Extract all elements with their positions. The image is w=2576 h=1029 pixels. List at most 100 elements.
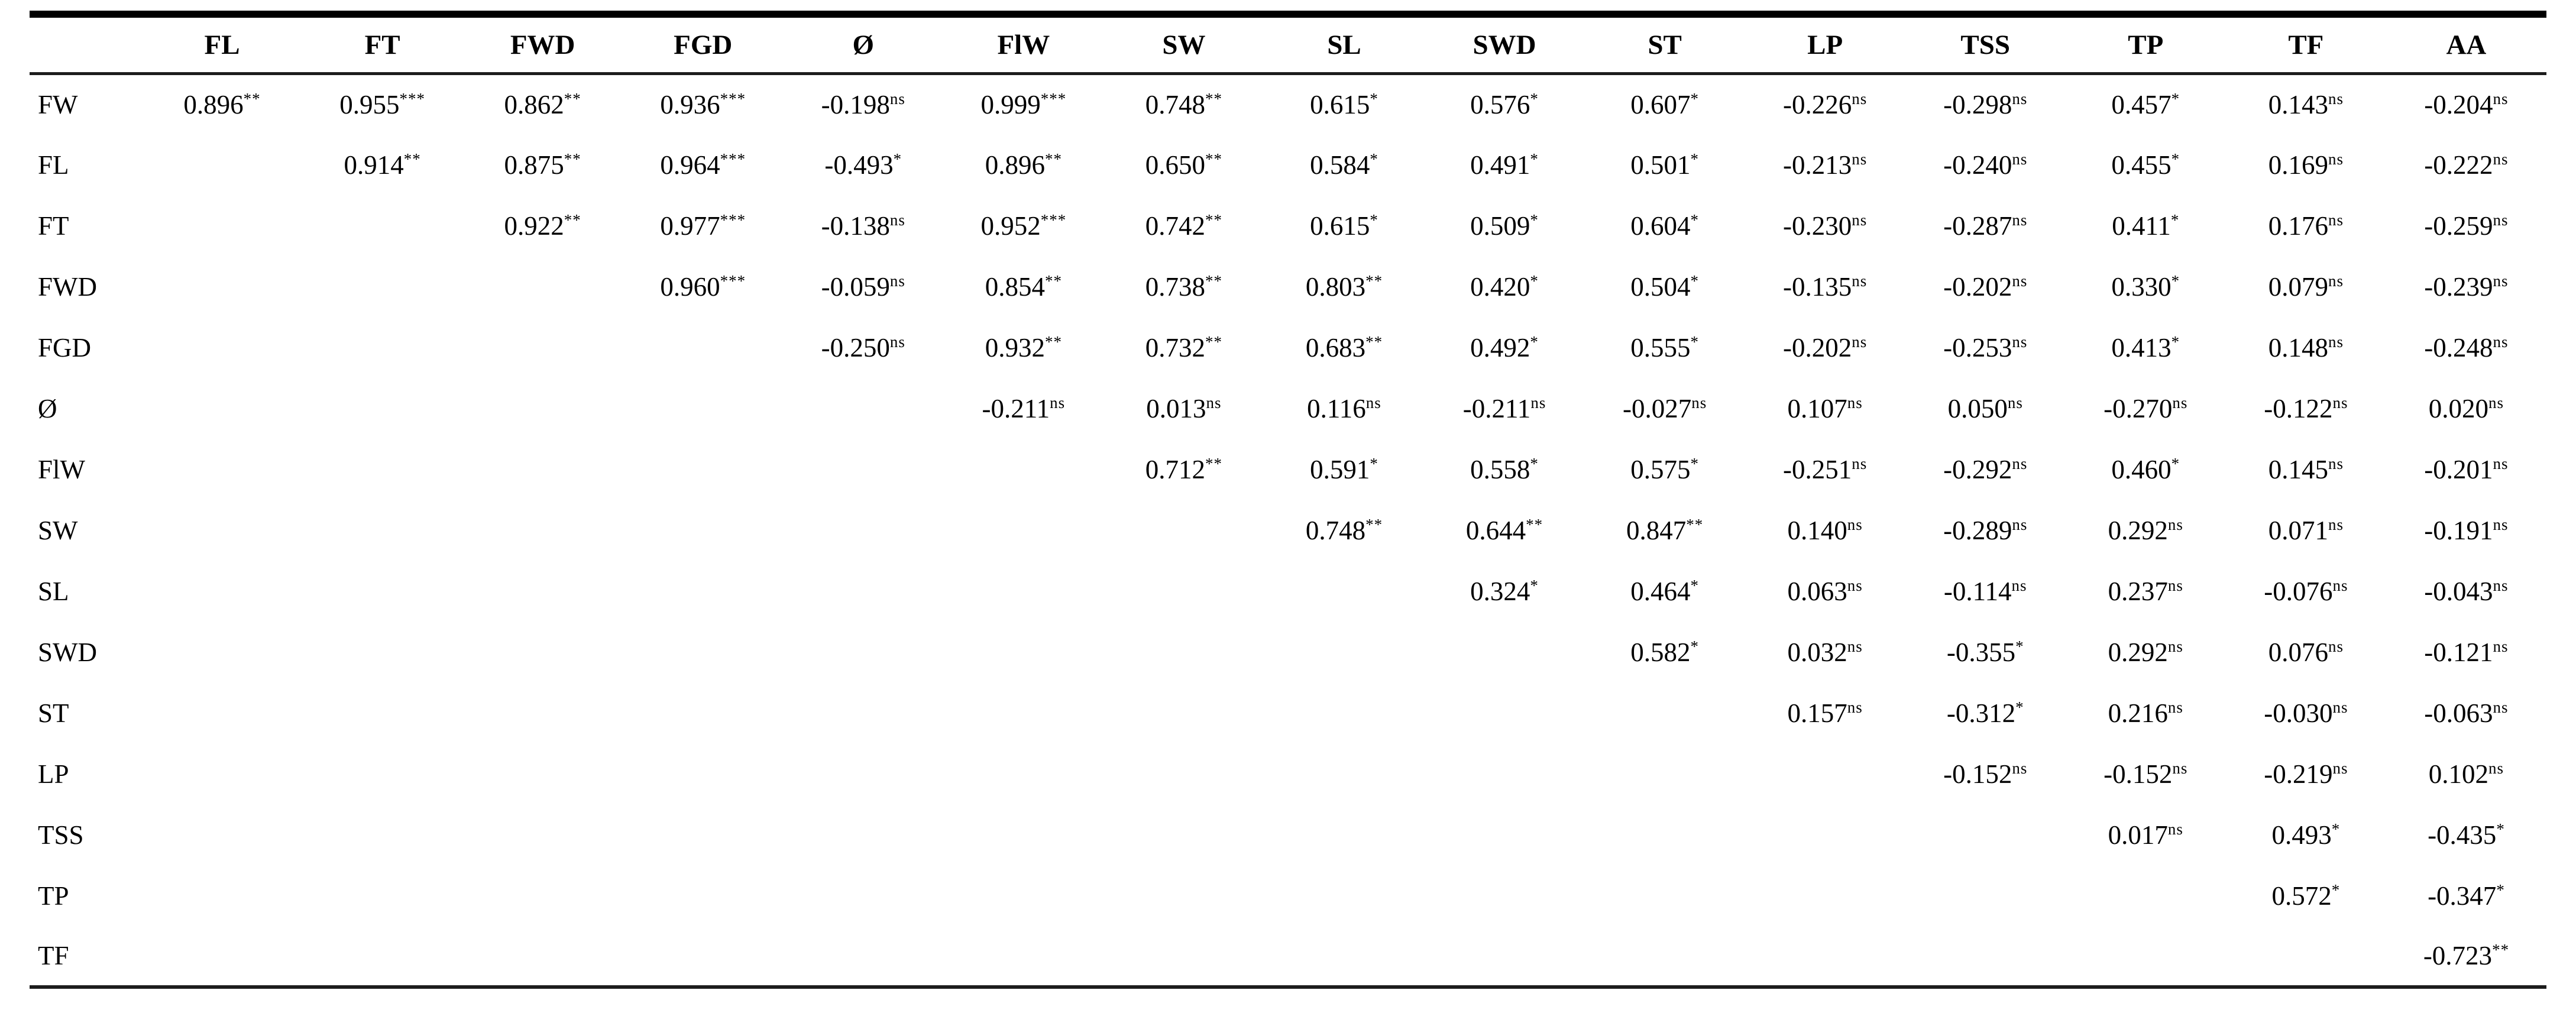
significance-superscript: ** [564, 150, 581, 168]
correlation-cell: 0.013ns [1103, 378, 1264, 439]
correlation-value: 0.411 [2112, 211, 2171, 241]
correlation-value: 0.683 [1305, 332, 1366, 363]
correlation-value: 0.324 [1470, 576, 1530, 606]
empty-cell [943, 926, 1103, 987]
correlation-cell: -0.198ns [783, 73, 943, 134]
correlation-value: 0.936 [660, 89, 720, 119]
correlation-cell: 0.952*** [943, 195, 1103, 256]
correlation-value: 0.615 [1310, 211, 1370, 241]
significance-superscript: ns [1206, 393, 1222, 412]
significance-superscript: ns [889, 211, 905, 229]
correlation-cell: 0.558* [1425, 439, 1585, 500]
table-row-SWD: SWD 0.582* 0.032ns -0.355* 0.292ns 0.076ns -0.… [30, 622, 2546, 682]
correlation-value: 0.292 [2108, 637, 2168, 667]
correlation-value: 0.732 [1145, 332, 1206, 363]
correlation-cell: 0.615* [1264, 195, 1424, 256]
empty-cell [302, 622, 462, 682]
row-label: TSS [38, 820, 84, 850]
correlation-cell: 0.020ns [2386, 378, 2546, 439]
significance-superscript: ns [2328, 515, 2344, 533]
correlation-cell: 0.914** [302, 134, 462, 195]
table-row-FWD: FWD 0.960*** -0.059ns 0.854** 0.738** 0.803**… [30, 256, 2546, 317]
significance-superscript: ns [2012, 89, 2028, 108]
significance-superscript: * [1690, 637, 1699, 655]
correlation-value: -0.723 [2423, 941, 2493, 970]
correlation-cell: -0.347* [2386, 865, 2546, 926]
correlation-value: 0.955 [339, 89, 400, 119]
correlation-cell: -0.191ns [2386, 500, 2546, 561]
significance-superscript: *** [720, 271, 746, 290]
empty-cell [1264, 743, 1424, 804]
table-row-LP: LP -0.152ns -0.152ns -0.219ns 0.102ns [30, 743, 2546, 804]
significance-superscript: ** [1365, 515, 1383, 533]
empty-cell [1103, 500, 1264, 561]
correlation-value: 0.555 [1630, 332, 1691, 363]
empty-cell [142, 865, 302, 926]
row-label: FWD [38, 271, 97, 302]
row-label: TF [38, 941, 69, 970]
empty-cell [943, 622, 1103, 682]
empty-cell [142, 195, 302, 256]
correlation-cell: 0.732** [1103, 317, 1264, 378]
correlation-value: 0.650 [1145, 150, 1206, 180]
correlation-cell: 0.237ns [2066, 561, 2226, 622]
correlation-value: 0.237 [2108, 576, 2168, 606]
correlation-cell: 0.330* [2066, 256, 2226, 317]
empty-cell [302, 256, 462, 317]
correlation-cell: -0.250ns [783, 317, 943, 378]
significance-superscript: ns [2012, 150, 2028, 168]
table-row-TSS: TSS 0.017ns 0.493* -0.435* [30, 804, 2546, 865]
significance-superscript: ns [2328, 89, 2344, 108]
correlation-value: -0.201 [2424, 454, 2493, 484]
correlation-cell: 0.748** [1264, 500, 1424, 561]
empty-cell [1745, 865, 1905, 926]
significance-superscript: ns [2012, 454, 2028, 473]
correlation-cell: 0.738** [1103, 256, 1264, 317]
row-label: ST [38, 698, 69, 728]
empty-cell [462, 804, 623, 865]
empty-cell [623, 439, 783, 500]
table-row-SL: SL 0.324* 0.464* 0.063ns -0.114ns 0.237ns -0.0… [30, 561, 2546, 622]
correlation-cell: 0.896** [943, 134, 1103, 195]
significance-superscript: ns [2493, 637, 2509, 655]
column-header-TSS: TSS [1905, 14, 2066, 75]
empty-cell [302, 500, 462, 561]
significance-superscript: ns [2011, 576, 2027, 594]
significance-superscript: ns [2012, 211, 2028, 229]
correlation-cell: 0.591* [1264, 439, 1424, 500]
correlation-value: 0.493 [2271, 820, 2332, 850]
empty-cell [783, 561, 943, 622]
significance-superscript: * [2015, 637, 2024, 655]
column-header-Ø: Ø [783, 14, 944, 75]
correlation-cell: 0.572* [2226, 865, 2386, 926]
correlation-cell: -0.251ns [1745, 439, 1905, 500]
significance-superscript: ** [2492, 941, 2510, 959]
table-row-TF: TF -0.723** [30, 926, 2546, 987]
correlation-cell: 0.050ns [1905, 378, 2066, 439]
correlation-value: -0.251 [1783, 454, 1852, 484]
empty-cell [462, 682, 623, 743]
empty-cell [462, 256, 623, 317]
correlation-cell: 0.324* [1425, 561, 1585, 622]
correlation-value: 0.460 [2111, 454, 2172, 484]
significance-superscript: *** [399, 89, 425, 108]
empty-cell [142, 378, 302, 439]
correlation-value: 0.999 [980, 89, 1041, 119]
correlation-cell: 0.977*** [623, 195, 783, 256]
correlation-cell: 0.875** [462, 134, 623, 195]
significance-superscript: ns [2328, 454, 2344, 473]
empty-cell [1103, 804, 1264, 865]
correlation-value: 0.017 [2108, 820, 2168, 850]
row-label: FL [38, 150, 69, 180]
correlation-value: 0.615 [1310, 89, 1370, 119]
table-row-FGD: FGD -0.250ns 0.932** 0.732** 0.683** 0.492* 0.… [30, 317, 2546, 378]
correlation-value: -0.213 [1783, 150, 1852, 180]
table-row-SW: SW 0.748** 0.644** 0.847** 0.140ns -0.289ns 0.… [30, 500, 2546, 561]
correlation-value: 0.076 [2268, 637, 2328, 667]
significance-superscript: ns [2493, 454, 2509, 473]
correlation-cell: -0.063ns [2386, 682, 2546, 743]
significance-superscript: ns [2493, 698, 2509, 716]
significance-superscript: ns [1847, 637, 1863, 655]
correlation-value: 0.079 [2268, 271, 2328, 302]
empty-cell [1745, 926, 1905, 987]
